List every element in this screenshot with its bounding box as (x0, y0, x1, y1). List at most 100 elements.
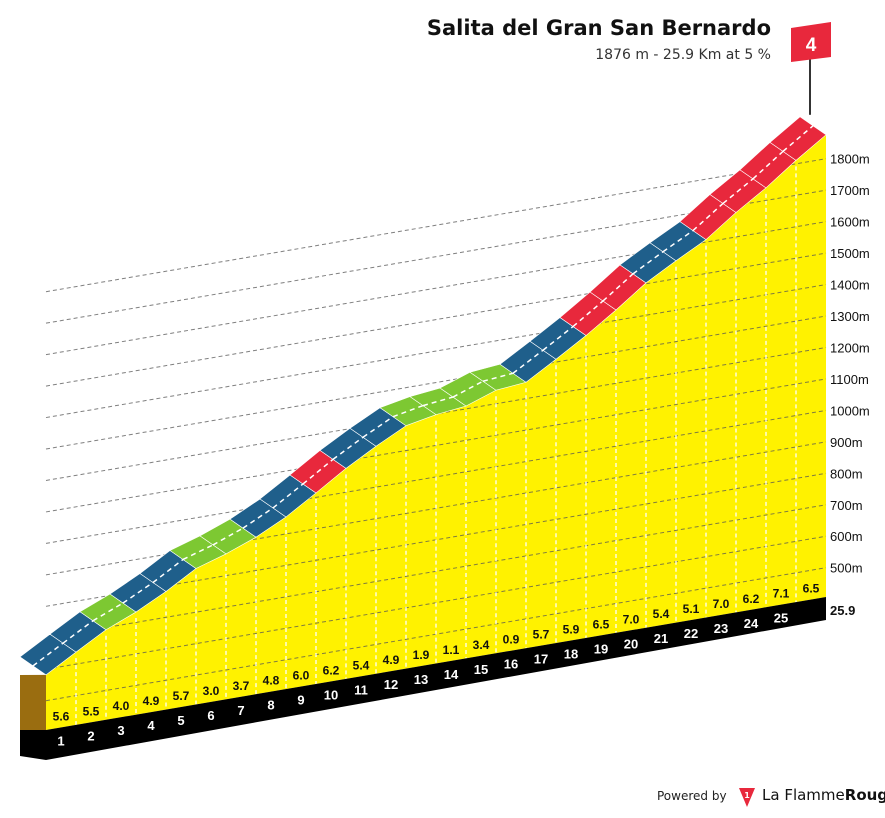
center-line-19 (572, 300, 604, 328)
grade-label-15: 3.4 (473, 638, 490, 652)
brand-name-part2: Rouge (844, 786, 885, 804)
grade-label-5: 5.7 (173, 689, 190, 703)
km-label-5: 5 (177, 713, 184, 728)
total-distance-label: 25.9 (830, 603, 855, 618)
km-label-16: 16 (504, 657, 518, 672)
center-line-18 (542, 325, 574, 351)
center-line-26 (782, 125, 814, 152)
y-tick-label-6: 1000m (830, 403, 870, 418)
center-line-8 (242, 507, 274, 529)
km-label-11: 11 (354, 682, 368, 697)
y-tick-label-12: 1600m (830, 215, 870, 230)
category-badge (791, 22, 831, 62)
brand-name-part1: La Flamme (762, 786, 845, 804)
center-line-7 (212, 527, 244, 546)
center-line-9 (272, 483, 304, 509)
center-line-11 (332, 436, 364, 460)
km-label-3: 3 (117, 723, 124, 738)
km-label-21: 21 (654, 631, 668, 646)
grade-label-20: 7.0 (623, 612, 640, 626)
km-label-8: 8 (267, 698, 274, 713)
elevation-gridline-9 (45, 315, 827, 450)
y-tick-label-4: 800m (830, 466, 863, 481)
profile-area (46, 134, 826, 730)
km-label-10: 10 (324, 687, 338, 702)
grade-label-22: 5.1 (683, 602, 700, 616)
grade-label-3: 4.0 (113, 699, 130, 713)
center-line-12 (362, 416, 394, 438)
km-label-14: 14 (444, 667, 459, 682)
grade-label-4: 4.9 (143, 694, 160, 708)
km-label-15: 15 (474, 662, 488, 677)
elevation-gridline-11 (45, 252, 827, 387)
center-line-21 (632, 251, 664, 275)
center-line-22 (662, 229, 694, 253)
elevation-gridline-14 (45, 158, 827, 293)
y-tick-label-8: 1200m (830, 340, 870, 355)
center-line-2 (62, 620, 94, 644)
km-label-18: 18 (564, 646, 578, 661)
chart-title: Salita del Gran San Bernardo (426, 16, 771, 40)
y-tick-label-10: 1400m (830, 278, 870, 293)
km-label-2: 2 (87, 728, 94, 743)
center-line-10 (302, 458, 334, 485)
km-label-1: 1 (57, 733, 64, 748)
y-tick-label-14: 1800m (830, 152, 870, 167)
grade-label-23: 7.0 (713, 597, 730, 611)
grade-label-10: 6.2 (323, 663, 340, 677)
flamme-rouge-icon: 1 (739, 788, 755, 807)
center-line-25 (752, 150, 784, 180)
km-label-25: 25 (774, 611, 788, 626)
km-label-4: 4 (147, 718, 155, 733)
grade-label-7: 3.7 (233, 679, 250, 693)
km-strip (20, 597, 826, 760)
svg-text:1: 1 (744, 791, 750, 800)
km-label-12: 12 (384, 677, 398, 692)
chart-subtitle: 1876 m - 25.9 Km at 5 % (595, 47, 771, 63)
profile-base-side (20, 674, 46, 730)
y-tick-label-11: 1500m (830, 246, 870, 261)
grade-label-1: 5.6 (53, 709, 70, 723)
y-tick-label-2: 600m (830, 529, 863, 544)
center-line-6 (182, 544, 214, 561)
km-label-7: 7 (237, 703, 244, 718)
km-label-13: 13 (414, 672, 428, 687)
grade-label-24: 6.2 (743, 592, 760, 606)
y-tick-label-3: 700m (830, 498, 863, 513)
brand-name[interactable]: La FlammeRouge (762, 786, 885, 804)
center-line-4 (122, 581, 154, 604)
km-label-24: 24 (744, 616, 759, 631)
grade-label-12: 4.9 (383, 653, 400, 667)
grade-label-2: 5.5 (83, 704, 100, 718)
grade-label-21: 5.4 (653, 607, 670, 621)
km-label-23: 23 (714, 621, 728, 636)
grade-label-16: 0.9 (503, 633, 520, 647)
grade-label-14: 1.1 (443, 643, 460, 657)
y-tick-label-9: 1300m (830, 309, 870, 324)
grade-label-17: 5.7 (533, 628, 550, 642)
grade-label-11: 5.4 (353, 658, 370, 672)
y-tick-label-13: 1700m (830, 183, 870, 198)
km-label-9: 9 (297, 693, 304, 708)
grade-label-8: 4.8 (263, 674, 280, 688)
grade-label-13: 1.9 (413, 648, 430, 662)
y-tick-label-1: 500m (830, 561, 863, 576)
grade-label-26: 6.5 (803, 582, 820, 596)
km-label-6: 6 (207, 708, 214, 723)
center-line-5 (152, 558, 184, 584)
grade-label-19: 6.5 (593, 617, 610, 631)
km-label-17: 17 (534, 652, 548, 667)
grade-label-6: 3.0 (203, 684, 220, 698)
elevation-gridline-10 (45, 284, 827, 419)
category-badge-label: 4 (806, 35, 817, 56)
km-label-22: 22 (684, 626, 698, 641)
center-line-15 (452, 380, 484, 398)
center-line-17 (512, 349, 544, 374)
km-label-19: 19 (594, 641, 608, 656)
center-line-23 (692, 202, 724, 232)
grade-label-9: 6.0 (293, 669, 310, 683)
grade-label-18: 5.9 (563, 622, 580, 636)
center-line-20 (602, 273, 634, 302)
